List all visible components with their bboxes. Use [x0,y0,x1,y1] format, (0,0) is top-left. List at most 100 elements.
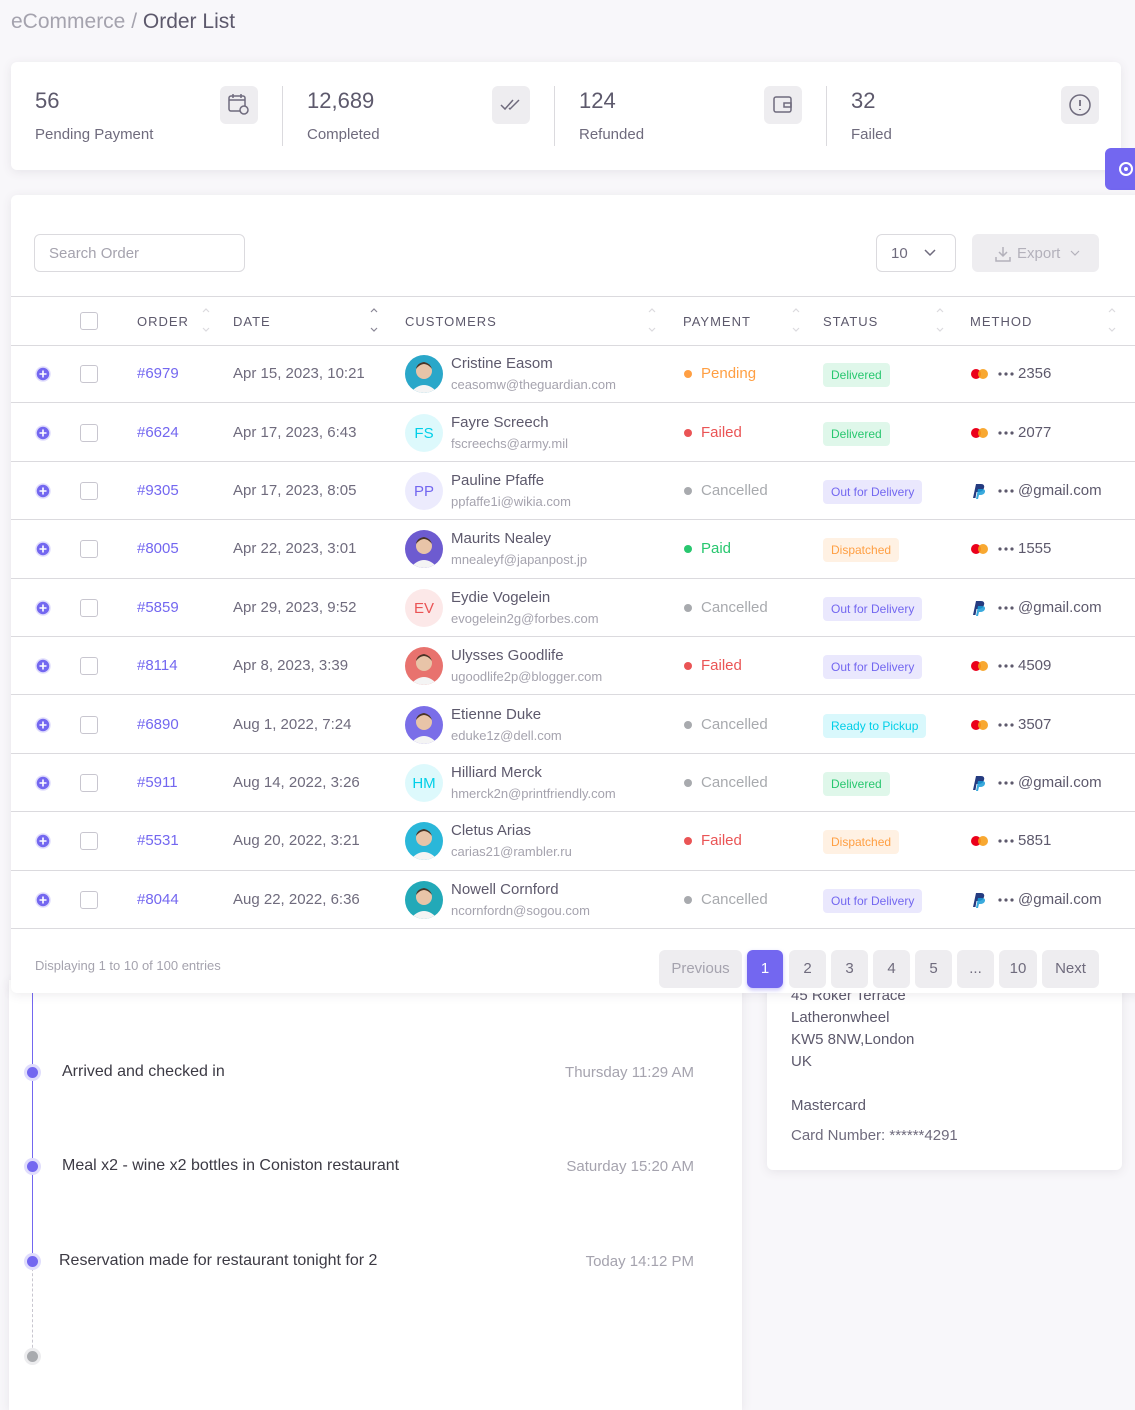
stat-label: Failed [851,126,892,143]
breadcrumb-parent[interactable]: eCommerce / [11,10,138,33]
checkbox[interactable] [80,598,98,617]
column-header: DATE [233,314,271,329]
payment-dot [684,370,692,379]
row-border [11,635,1135,637]
page-button[interactable]: 2 [789,950,826,988]
checkbox[interactable] [80,890,98,909]
payment-status: Failed [701,423,742,441]
masked-dots [998,839,1014,843]
payment-dot [684,662,692,671]
avatar: EV [405,588,443,627]
customer-email: eduke1z@dell.com [451,727,562,743]
expand-icon [35,892,51,908]
order-link[interactable]: #5531 [137,832,179,850]
table-row: #5859 Apr 29, 2023, 9:52 EV Eydie Vogelein e… [11,579,1135,637]
expand-icon [35,658,51,674]
customer-name: Pauline Pfaffe [451,471,545,489]
checkbox[interactable] [80,481,98,500]
checkbox[interactable] [80,715,98,734]
page-size-value: 10 [891,245,908,262]
row-border [11,577,1135,579]
order-link[interactable]: #6979 [137,365,179,383]
table-row: #8114 Apr 8, 2023, 3:39 Ulysses Goodlife ug… [11,637,1135,696]
page-button[interactable]: 3 [831,950,868,988]
customer-name: Nowell Cornford [451,880,559,898]
order-link[interactable]: #6890 [137,715,179,733]
page-button[interactable]: 10 [999,950,1037,988]
settings-button[interactable] [1105,148,1135,190]
page-button[interactable]: Previous [659,950,742,988]
table-row: #6979 Apr 15, 2023, 10:21 Cristine Easom ce… [11,345,1135,404]
search-input[interactable]: Search Order [34,234,245,272]
timeline-dot [27,1067,38,1078]
payment-dot [684,603,692,612]
paypal-icon [973,600,986,616]
order-date: Aug 1, 2022, 7:24 [233,715,352,733]
customer-email: ppfaffe1i@wikia.com [451,493,571,509]
order-link[interactable]: #8044 [137,890,179,908]
expand-icon [35,541,51,558]
customer-name: Cletus Arias [451,822,532,840]
order-link[interactable]: #6624 [137,423,179,441]
address-line: UK [791,1053,812,1070]
row-border [11,694,1135,696]
order-link[interactable]: #5911 [137,773,178,791]
card-type: Mastercard [791,1097,867,1114]
status-badge: Delivered [823,421,890,446]
order-link[interactable]: #9305 [137,481,179,499]
customer-name: Fayre Screech [451,413,549,431]
order-link[interactable]: #5859 [137,598,179,616]
breadcrumb: eCommerce / Order List [11,10,235,34]
page-button[interactable]: ... [957,950,994,988]
sort-icon [1108,308,1116,332]
timeline-dot [27,1256,38,1267]
checkbox[interactable] [80,773,98,792]
order-link[interactable]: #8114 [137,657,178,675]
stat-value: 12,689 [307,88,375,113]
masked-dots [998,664,1014,668]
order-date: Apr 17, 2023, 8:05 [233,481,357,499]
payment-method: @gmail.com [1018,598,1102,616]
status-badge: Delivered [823,363,890,388]
row-border [11,927,1135,929]
customer-email: hmerck2n@printfriendly.com [451,785,616,801]
row-border [11,869,1135,871]
payment-method: @gmail.com [1018,890,1102,908]
timeline-time: Thursday 11:29 AM [565,1064,694,1081]
order-link[interactable]: #8005 [137,540,179,558]
table-row: #5531 Aug 20, 2022, 3:21 Cletus Arias caria… [11,812,1135,871]
paypal-icon [973,483,986,499]
checkbox[interactable] [80,657,98,676]
avatar [405,530,443,569]
paypal-icon [973,892,986,908]
page-size-select[interactable]: 10 [876,234,956,272]
table-row: #8005 Apr 22, 2023, 3:01 Maurits Nealey mne… [11,520,1135,579]
customer-name: Etienne Duke [451,705,542,723]
checkbox[interactable] [80,540,98,559]
paypal-icon [973,775,986,791]
avatar: PP [405,471,443,510]
checkbox[interactable] [80,365,98,384]
avatar-initials: HM [412,774,436,792]
page-button[interactable]: 5 [915,950,952,988]
checkbox[interactable] [80,423,98,442]
payment-status: Paid [701,540,732,558]
stat-value: 124 [579,88,616,113]
pagination-info: Displaying 1 to 10 of 100 entries [35,958,221,973]
chevron-icon [924,249,936,257]
export-button[interactable]: Export [972,234,1099,272]
stat-label: Completed [307,126,380,143]
payment-status: Cancelled [701,715,768,733]
page-button[interactable]: 4 [873,950,910,988]
table-row: #6890 Aug 1, 2022, 7:24 Etienne Duke eduke1… [11,695,1135,754]
checkbox[interactable] [80,312,98,330]
row-border [11,402,1135,404]
row-border [11,345,1135,346]
checkbox[interactable] [80,832,98,851]
icon [500,99,520,111]
sort-icon [936,308,944,332]
customer-email: mnealeyf@japanpost.jp [451,552,588,568]
sort-icon [202,308,210,332]
page-button[interactable]: 1 [747,950,783,988]
page-button[interactable]: Next [1042,950,1099,988]
